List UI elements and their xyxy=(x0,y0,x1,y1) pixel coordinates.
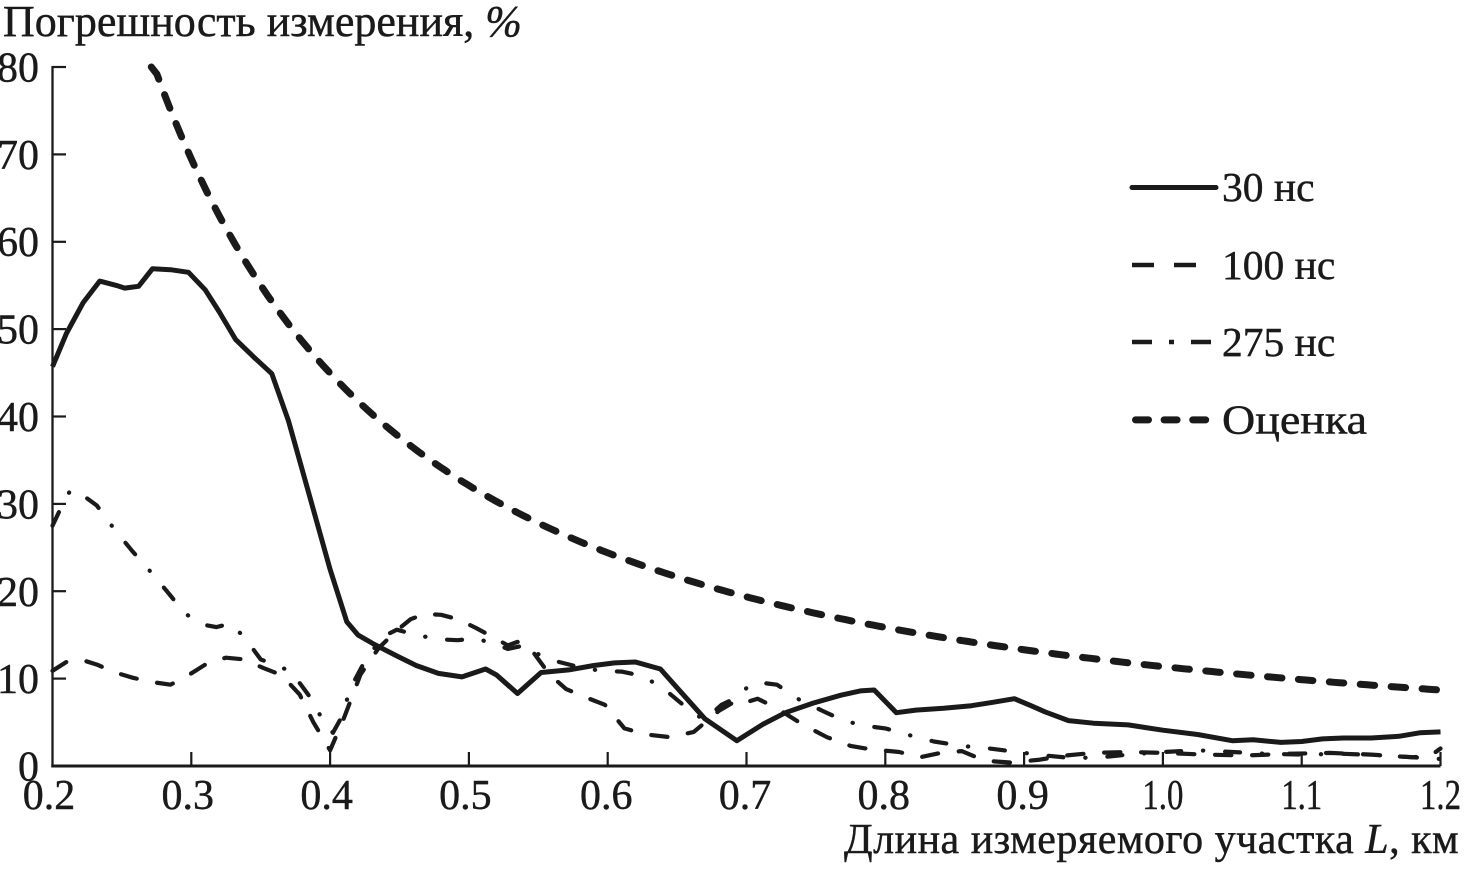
svg-text:Длина измеряемого участка L, к: Длина измеряемого участка L, км xyxy=(844,817,1459,863)
svg-text:0.7: 0.7 xyxy=(719,773,772,819)
svg-text:1.2: 1.2 xyxy=(1420,773,1461,819)
svg-text:30: 30 xyxy=(0,482,39,528)
svg-text:1.0: 1.0 xyxy=(1142,773,1183,819)
svg-text:275 нс: 275 нс xyxy=(1222,319,1335,365)
svg-text:Оценка: Оценка xyxy=(1222,397,1367,443)
svg-text:1.1: 1.1 xyxy=(1281,773,1322,819)
svg-text:0.2: 0.2 xyxy=(23,773,76,819)
svg-text:0.9: 0.9 xyxy=(996,773,1049,819)
svg-text:80: 80 xyxy=(0,46,39,92)
svg-text:0.8: 0.8 xyxy=(858,773,911,819)
svg-text:70: 70 xyxy=(0,133,39,179)
svg-text:0.5: 0.5 xyxy=(439,773,492,819)
svg-text:0: 0 xyxy=(18,745,39,791)
svg-text:10: 10 xyxy=(0,657,39,703)
svg-text:Погрешность измерения, %: Погрешность измерения, % xyxy=(3,0,522,46)
svg-text:0.6: 0.6 xyxy=(580,773,633,819)
svg-text:0.3: 0.3 xyxy=(162,773,215,819)
svg-text:50: 50 xyxy=(0,308,39,354)
svg-text:0.4: 0.4 xyxy=(300,773,353,819)
svg-text:20: 20 xyxy=(0,570,39,616)
svg-text:30 нс: 30 нс xyxy=(1222,164,1315,210)
svg-text:100 нс: 100 нс xyxy=(1222,242,1335,288)
svg-text:60: 60 xyxy=(0,220,39,266)
svg-text:40: 40 xyxy=(0,395,39,441)
